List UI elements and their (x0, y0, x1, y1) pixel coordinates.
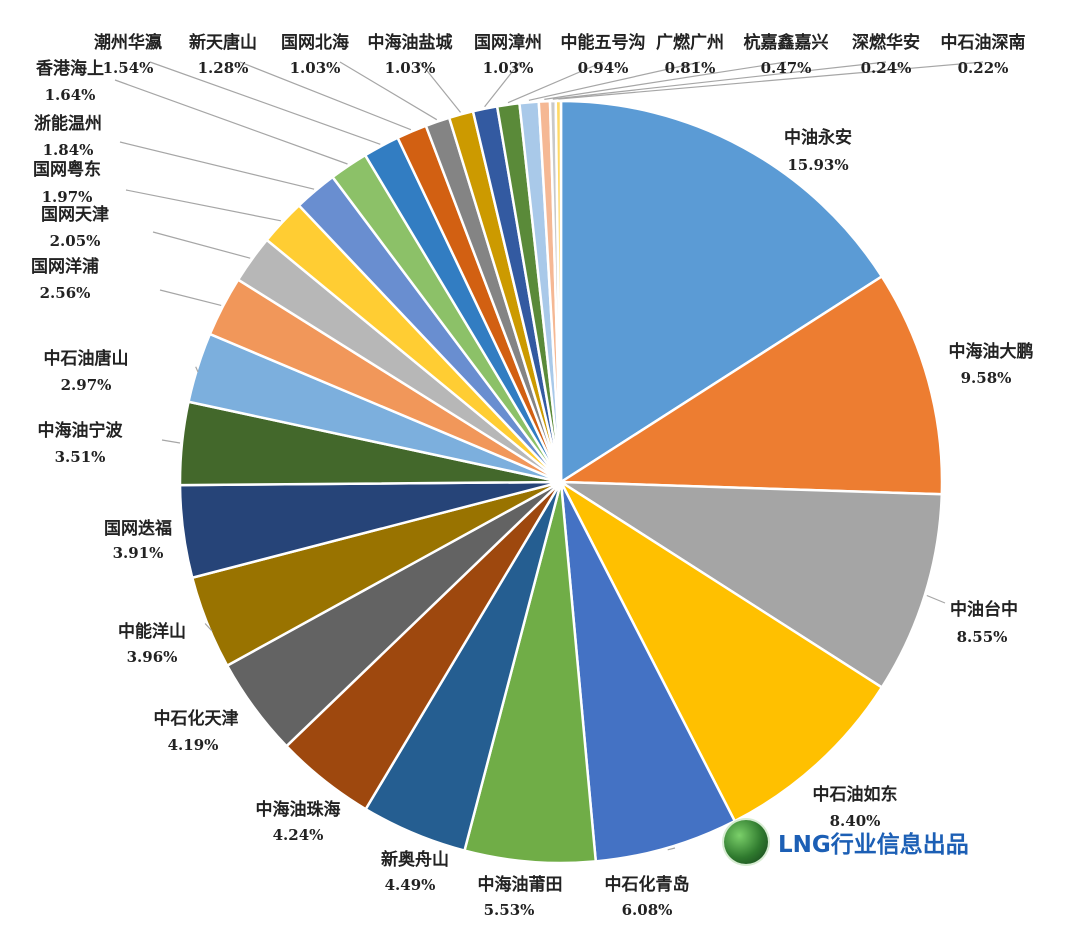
slice-value-label: 1.97% (42, 188, 93, 206)
slice-value-label: 15.93% (787, 156, 848, 174)
leader-line (528, 61, 701, 101)
slice-name-label: 国网粤东 (33, 159, 101, 180)
slice-name-label: 中海油珠海 (256, 799, 341, 820)
slice-name-label: 中石化青岛 (605, 874, 690, 895)
slice-name-label: 浙能温州 (34, 113, 102, 134)
leader-line (125, 189, 282, 222)
pie-slice (556, 274, 944, 496)
pie-slice (557, 478, 884, 823)
leader-line (926, 594, 946, 604)
slice-value-label: 0.81% (665, 59, 716, 77)
slice-name-label: 香港海上 (36, 58, 104, 79)
slice-name-label: 新天唐山 (189, 32, 257, 53)
leader-lines (114, 61, 984, 851)
leader-line (204, 623, 213, 632)
slice-name-label: 国网漳州 (474, 32, 542, 53)
leader-line (544, 61, 787, 100)
slice-name-label: 中油台中 (950, 599, 1018, 620)
leader-line (159, 289, 222, 306)
pie-slice (559, 99, 884, 485)
leader-line (339, 61, 438, 121)
slice-value-label: 1.54% (103, 59, 154, 77)
slice-name-label: 国网天津 (41, 204, 109, 225)
slice-name-label: 中石油深南 (941, 32, 1026, 53)
slice-name-label: 杭嘉鑫嘉兴 (744, 32, 829, 53)
slice-name-label: 中海油盐城 (368, 32, 453, 53)
slice-value-label: 0.47% (761, 59, 812, 77)
slice-value-label: 4.49% (385, 876, 436, 894)
leader-line (149, 61, 381, 145)
leader-line (119, 141, 315, 190)
slice-name-label: 国网迭福 (104, 518, 172, 539)
slice-value-label: 0.24% (861, 59, 912, 77)
slice-name-label: 中石油唐山 (44, 348, 129, 369)
slice-name-label: 广燃广州 (656, 32, 724, 53)
slice-name-label: 潮州华瀛 (94, 32, 162, 53)
slice-value-label: 5.53% (484, 901, 535, 919)
slice-value-label: 0.22% (958, 59, 1009, 77)
leader-line (484, 61, 521, 108)
globe-logo-icon (724, 820, 768, 864)
leader-line (239, 61, 412, 131)
leader-line (161, 439, 181, 444)
slice-value-label: 9.58% (961, 369, 1012, 387)
leader-line (195, 366, 199, 373)
leader-line (114, 79, 348, 165)
slice-labels: 中油永安 15.93% 中海油大鹏 9.58% 中油台中 8.55% 中石油如东 8.40% 中… (31, 32, 1034, 919)
slice-value-label: 2.05% (50, 232, 101, 250)
slice-value-label: 1.03% (290, 59, 341, 77)
leader-line (667, 847, 676, 851)
slice-value-label: 3.96% (127, 648, 178, 666)
slice-value-label: 8.40% (830, 812, 881, 830)
slice-name-label: 国网北海 (281, 32, 349, 53)
slice-value-label: 2.56% (40, 284, 91, 302)
slice-name-label: 深燃华安 (852, 32, 920, 53)
slice-value-label: 1.03% (483, 59, 534, 77)
slice-value-label: 6.08% (622, 901, 673, 919)
slice-name-label: 中海油莆田 (478, 874, 563, 895)
leader-line (507, 61, 604, 104)
slice-value-label: 8.55% (957, 628, 1008, 646)
slice-value-label: 3.51% (55, 448, 106, 466)
slice-value-label: 0.94% (578, 59, 629, 77)
slice-value-label: 4.24% (273, 826, 324, 844)
slice-name-label: 中石油如东 (813, 784, 898, 805)
slice-name-label: 国网洋浦 (31, 256, 99, 277)
slice-value-label: 3.91% (113, 544, 164, 562)
slice-value-label: 1.64% (45, 86, 96, 104)
slice-name-label: 中石化天津 (154, 708, 239, 729)
leader-line (152, 231, 251, 259)
slice-name-label: 中能洋山 (118, 621, 186, 642)
slice-name-label: 中海油大鹏 (949, 341, 1034, 362)
slice-name-label: 新奥舟山 (381, 849, 449, 870)
slice-value-label: 1.84% (43, 141, 94, 159)
watermark-text: LNG行业信息出品 (778, 832, 969, 858)
slice-value-label: 1.28% (198, 59, 249, 77)
leader-line (558, 61, 984, 100)
slice-value-label: 1.03% (385, 59, 436, 77)
pie-slice (462, 481, 598, 865)
watermark: LNG行业信息出品 (724, 820, 969, 864)
leader-line (419, 61, 461, 113)
slice-name-label: 中油永安 (784, 127, 852, 148)
slice-value-label: 4.19% (168, 736, 219, 754)
pie-slice (556, 480, 944, 690)
pie-slice (559, 481, 737, 863)
leader-line (552, 61, 887, 100)
slice-name-label: 中能五号沟 (561, 32, 646, 53)
pie-slices (178, 99, 944, 865)
pie-slice (554, 99, 563, 483)
slice-value-label: 2.97% (61, 376, 112, 394)
slice-name-label: 中海油宁波 (38, 420, 124, 441)
